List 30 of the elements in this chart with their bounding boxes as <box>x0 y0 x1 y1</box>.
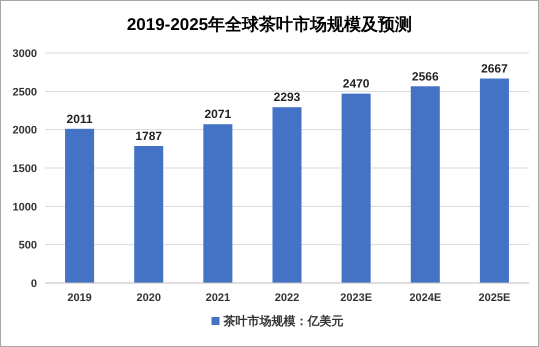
y-tick-label: 0 <box>30 278 37 290</box>
x-tick-label: 2023E <box>340 292 372 304</box>
y-tick-label: 3000 <box>12 48 37 60</box>
chart-title: 2019-2025年全球茶叶市场规模及预测 <box>126 15 412 34</box>
bar <box>480 78 509 283</box>
bar <box>342 94 371 283</box>
bar <box>134 146 164 283</box>
bar <box>272 107 302 283</box>
x-tick-label: 2020 <box>136 292 161 304</box>
data-label: 2011 <box>66 112 93 126</box>
x-tick-label: 2022 <box>274 292 300 304</box>
bar <box>65 128 94 283</box>
x-tick-label: 2024E <box>409 292 442 304</box>
data-label: 2071 <box>204 107 232 122</box>
y-tick-label: 2500 <box>12 86 37 98</box>
bar <box>203 124 232 283</box>
data-label: 2293 <box>274 90 301 104</box>
y-tick-label: 500 <box>18 240 37 252</box>
y-tick-label: 2000 <box>12 124 37 137</box>
data-label: 1787 <box>135 128 162 143</box>
legend-label: 茶叶市场规模：亿美元 <box>222 314 344 328</box>
data-label: 2566 <box>412 69 439 84</box>
x-tick-label: 2019 <box>67 292 92 304</box>
x-tick-label: 2021 <box>206 292 230 304</box>
data-label: 2470 <box>342 76 370 91</box>
y-tick-label: 1500 <box>12 163 37 175</box>
y-tick-label: 1000 <box>12 201 37 214</box>
data-label: 2667 <box>481 62 508 76</box>
bar <box>410 86 440 283</box>
x-tick-label: 2025E <box>478 292 510 304</box>
